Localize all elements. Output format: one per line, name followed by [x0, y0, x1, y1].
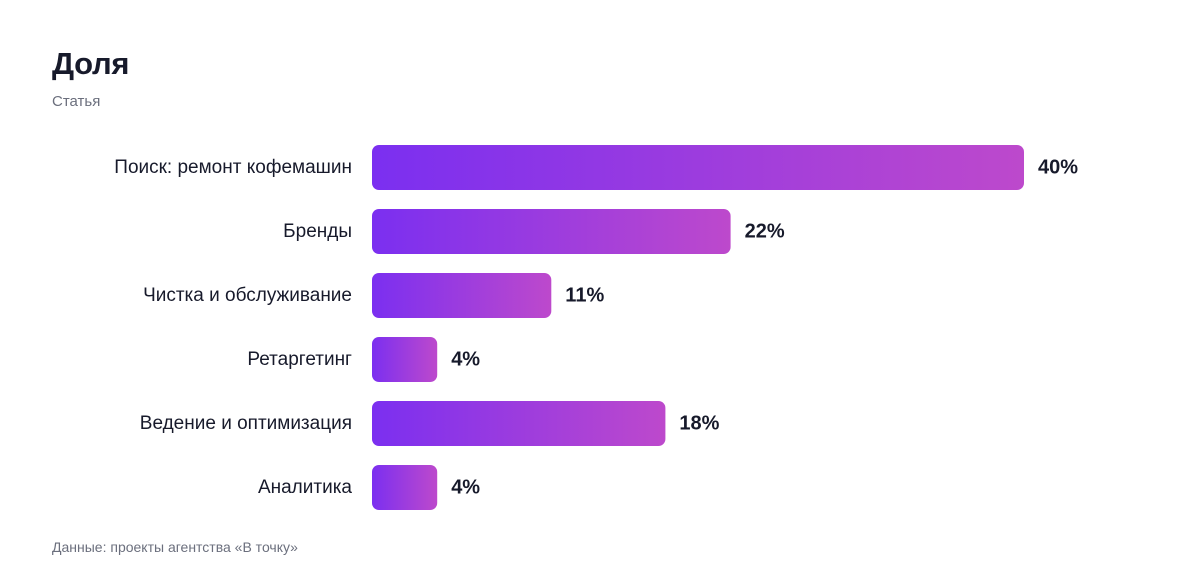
chart-subtitle: Статья [52, 93, 101, 110]
category-label: Аналитика [258, 477, 352, 498]
bar [372, 337, 438, 382]
bar [372, 209, 731, 254]
value-label: 40% [1038, 157, 1078, 179]
value-label: 18% [679, 413, 719, 435]
source-note: Данные: проекты агентства «В точку» [52, 539, 298, 555]
value-label: 11% [565, 285, 604, 307]
bar [372, 273, 552, 318]
chart-title: Доля [52, 46, 130, 81]
bar [372, 465, 438, 510]
category-label: Ретаргетинг [247, 349, 352, 370]
bar [372, 401, 666, 446]
category-label: Поиск: ремонт кофемашин [114, 157, 352, 178]
value-label: 4% [451, 349, 480, 371]
value-label: 22% [745, 221, 785, 243]
category-label: Бренды [283, 221, 352, 242]
bars-layer: Поиск: ремонт кофемашин 40% Бренды 22% Чистк… [114, 145, 1078, 510]
bar [372, 145, 1024, 190]
category-label: Чистка и обслуживание [143, 285, 352, 306]
category-label: Ведение и оптимизация [140, 413, 352, 434]
value-label: 4% [451, 477, 480, 499]
